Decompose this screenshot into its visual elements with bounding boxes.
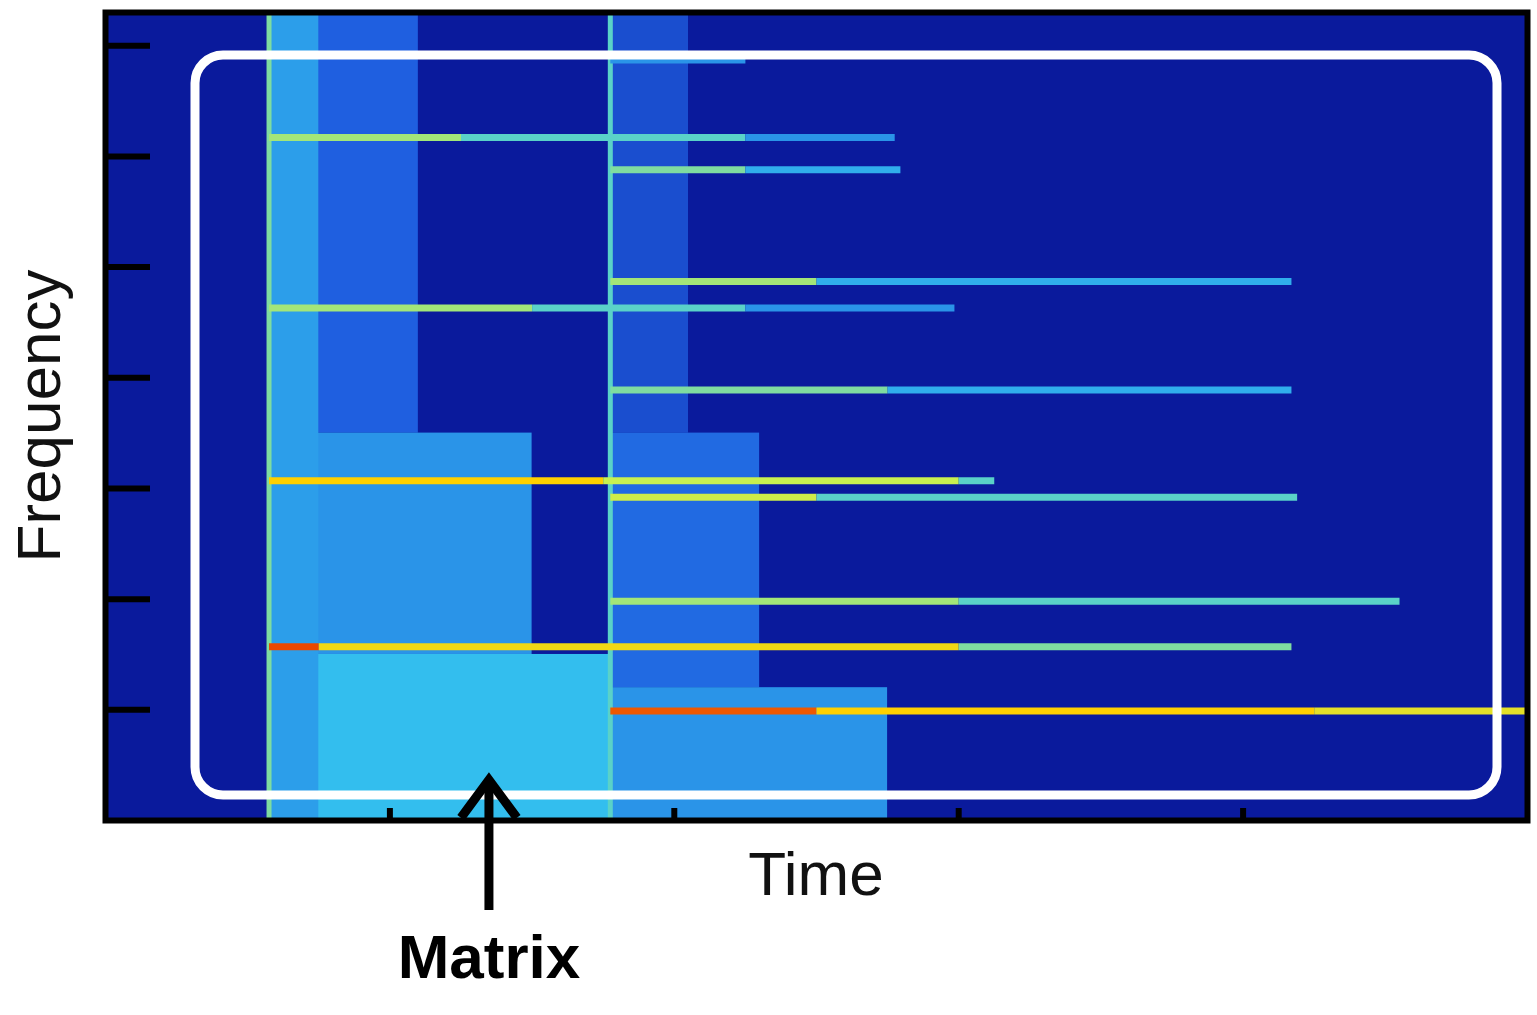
svg-text:Time: Time (748, 839, 883, 908)
svg-text:Frequency: Frequency (4, 270, 73, 563)
svg-text:Matrix: Matrix (398, 922, 581, 991)
